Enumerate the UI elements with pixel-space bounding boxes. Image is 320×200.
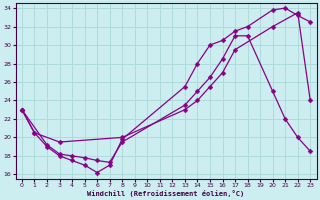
X-axis label: Windchill (Refroidissement éolien,°C): Windchill (Refroidissement éolien,°C) bbox=[87, 190, 245, 197]
